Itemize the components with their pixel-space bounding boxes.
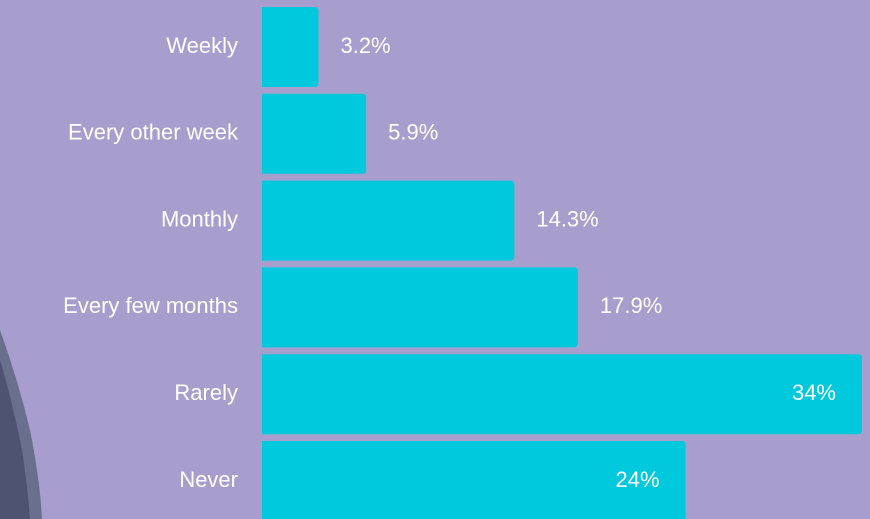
category-label: Every other week — [68, 120, 239, 145]
bar — [262, 7, 318, 87]
value-label: 14.3% — [536, 206, 598, 231]
chart: Weekly 3.2% Every other week 5.9% Monthly 14.… — [0, 0, 870, 519]
category-label: Monthly — [161, 206, 238, 231]
value-label: 24% — [615, 467, 659, 492]
value-label: 5.9% — [388, 120, 438, 145]
category-label: Weekly — [166, 33, 238, 58]
bar — [262, 181, 514, 261]
bar — [262, 267, 578, 347]
value-label: 17.9% — [600, 293, 662, 318]
category-label: Rarely — [174, 380, 238, 405]
category-label: Never — [179, 467, 238, 492]
category-label: Every few months — [63, 293, 238, 318]
value-label: 3.2% — [340, 33, 390, 58]
bar — [262, 94, 366, 174]
value-label: 34% — [792, 380, 836, 405]
bar — [262, 354, 862, 434]
